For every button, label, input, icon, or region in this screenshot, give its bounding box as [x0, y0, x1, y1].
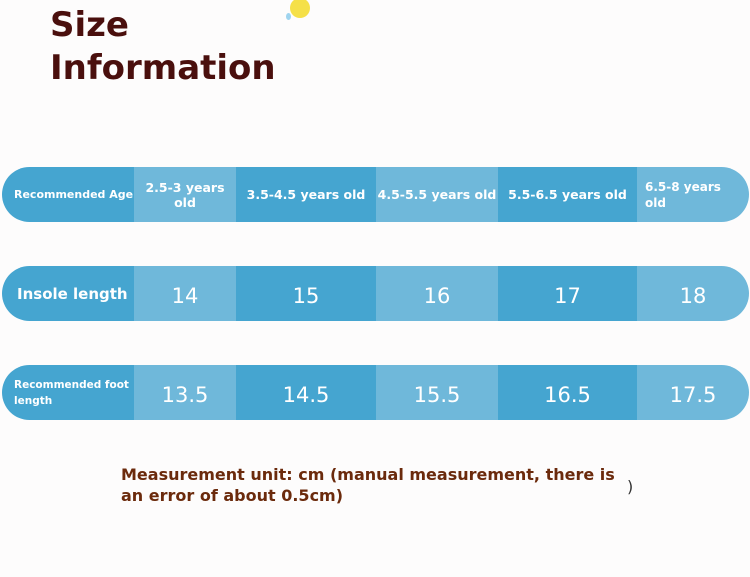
insole-length-cell: 14 [134, 266, 236, 321]
insole-length-cell: 17 [498, 266, 637, 321]
foot-length-row-label: Recommended foot length [2, 365, 134, 420]
insole-length-cell: 18 [637, 266, 749, 321]
age-cell: 4.5-5.5 years old [376, 167, 498, 222]
foot-length-cell: 15.5 [376, 365, 498, 420]
insole-length-cell: 16 [376, 266, 498, 321]
foot-length-cell: 13.5 [134, 365, 236, 420]
page-title: Size Information [50, 5, 276, 88]
age-cell: 5.5-6.5 years old [498, 167, 637, 222]
age-cell: 6.5-8 years old [637, 167, 749, 222]
measurement-note: Measurement unit: cm (manual measurement… [121, 465, 615, 505]
age-row-label: Recommended Age [2, 167, 134, 222]
foot-length-cell: 16.5 [498, 365, 637, 420]
age-cell: 2.5-3 years old [134, 167, 236, 222]
insole-length-row-label: Insole length [2, 266, 134, 321]
foot-length-cell: 17.5 [637, 365, 749, 420]
age-row: Recommended Age 2.5-3 years old 3.5-4.5 … [2, 167, 749, 222]
sun-icon [290, 0, 310, 18]
insole-length-row: Insole length 14 15 16 17 18 [2, 266, 749, 321]
age-cell: 3.5-4.5 years old [236, 167, 376, 222]
closing-parenthesis: ) [627, 477, 634, 496]
foot-length-cell: 14.5 [236, 365, 376, 420]
foot-length-row: Recommended foot length 13.5 14.5 15.5 1… [2, 365, 749, 420]
droplet-icon [286, 13, 291, 20]
insole-length-cell: 15 [236, 266, 376, 321]
